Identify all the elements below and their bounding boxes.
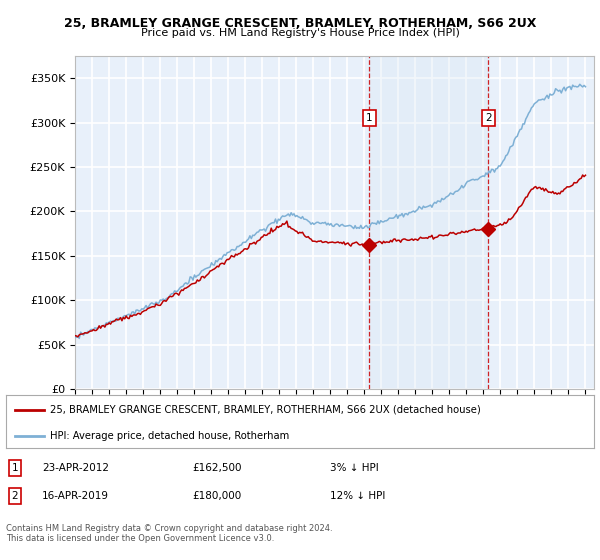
Text: 3% ↓ HPI: 3% ↓ HPI (330, 463, 379, 473)
Text: 2: 2 (485, 113, 492, 123)
Text: 2: 2 (11, 491, 19, 501)
Text: 1: 1 (11, 463, 19, 473)
Text: Contains HM Land Registry data © Crown copyright and database right 2024.
This d: Contains HM Land Registry data © Crown c… (6, 524, 332, 543)
Text: HPI: Average price, detached house, Rotherham: HPI: Average price, detached house, Roth… (50, 431, 289, 441)
Text: 25, BRAMLEY GRANGE CRESCENT, BRAMLEY, ROTHERHAM, S66 2UX (detached house): 25, BRAMLEY GRANGE CRESCENT, BRAMLEY, RO… (50, 405, 481, 415)
Text: £162,500: £162,500 (192, 463, 241, 473)
Text: Price paid vs. HM Land Registry's House Price Index (HPI): Price paid vs. HM Land Registry's House … (140, 28, 460, 38)
Bar (370, 56, 488, 389)
Text: 12% ↓ HPI: 12% ↓ HPI (330, 491, 385, 501)
Text: 25, BRAMLEY GRANGE CRESCENT, BRAMLEY, ROTHERHAM, S66 2UX: 25, BRAMLEY GRANGE CRESCENT, BRAMLEY, RO… (64, 17, 536, 30)
Text: £180,000: £180,000 (192, 491, 241, 501)
Text: 16-APR-2019: 16-APR-2019 (42, 491, 109, 501)
Text: 23-APR-2012: 23-APR-2012 (42, 463, 109, 473)
Text: 1: 1 (366, 113, 373, 123)
